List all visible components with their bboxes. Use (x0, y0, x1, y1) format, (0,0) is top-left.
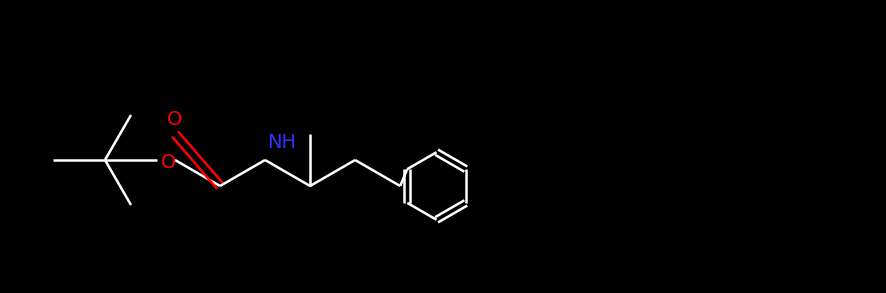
Text: O: O (167, 110, 183, 129)
Text: O: O (161, 152, 176, 171)
Text: NH: NH (267, 133, 296, 152)
